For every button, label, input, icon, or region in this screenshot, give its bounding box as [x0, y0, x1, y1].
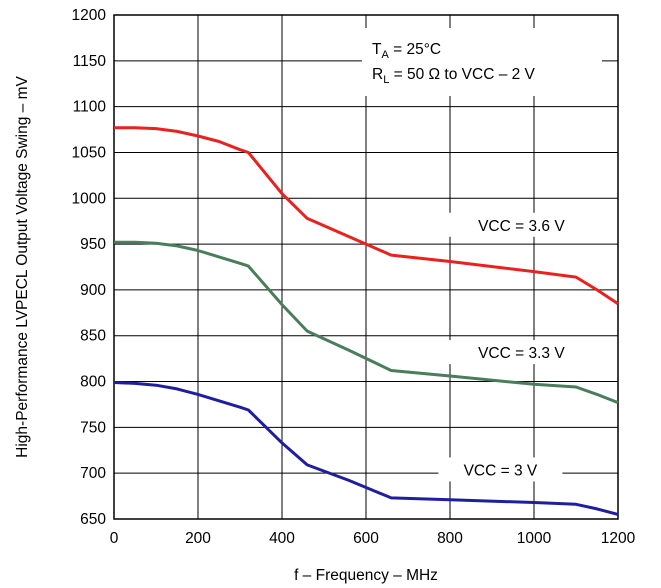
x-axis-title: f – Frequency – MHz — [294, 567, 438, 584]
y-tick-label: 1050 — [72, 144, 107, 161]
x-tick-label: 800 — [437, 530, 463, 547]
y-tick-label: 1200 — [72, 7, 107, 24]
y-tick-label: 850 — [80, 328, 106, 345]
x-tick-label: 1000 — [517, 530, 552, 547]
series-label-bg — [438, 457, 563, 482]
series-line-1 — [114, 240, 619, 404]
y-tick-label: 700 — [80, 465, 106, 482]
x-tick-label: 400 — [269, 530, 295, 547]
y-tick-label: 650 — [80, 511, 106, 528]
y-axis-title: High-Performance LVPECL Output Voltage S… — [14, 76, 31, 458]
condition-ta: TA = 25°C — [372, 41, 441, 61]
series-label: VCC = 3.6 V — [478, 218, 565, 235]
series-label: VCC = 3 V — [464, 462, 538, 479]
series-line-0 — [114, 126, 619, 305]
series-line-2 — [113, 381, 619, 516]
y-tick-label: 750 — [80, 419, 106, 436]
series-lines — [113, 126, 619, 516]
y-tick-label: 800 — [80, 374, 106, 391]
conditions-box: TA = 25°C RL = 50 Ω to VCC – 2 V — [362, 28, 602, 96]
series-labels: VCC = 3.6 V VCC = 3.3 V VCC = 3 V — [438, 212, 597, 482]
x-tick-label: 600 — [353, 530, 379, 547]
y-tick-label: 1100 — [73, 99, 107, 116]
condition-rl: RL = 50 Ω to VCC – 2 V — [372, 66, 536, 86]
x-tick-label: 1200 — [601, 530, 636, 547]
x-tick-labels: 0 200 400 600 800 1000 1200 — [110, 530, 636, 547]
y-tick-label: 1150 — [73, 53, 107, 70]
series-label-bg — [446, 340, 597, 365]
y-tick-label: 900 — [80, 282, 106, 299]
y-tick-labels: 650 700 750 800 850 900 950 1000 1050 1100 1150 120… — [72, 7, 107, 528]
series-label-bg — [446, 212, 597, 237]
y-tick-label: 1000 — [72, 190, 107, 207]
conditions-box-bg — [362, 28, 602, 96]
x-tick-label: 0 — [110, 530, 119, 547]
y-tick-label: 950 — [80, 236, 106, 253]
x-tick-label: 200 — [185, 530, 211, 547]
series-label: VCC = 3.3 V — [478, 345, 565, 362]
